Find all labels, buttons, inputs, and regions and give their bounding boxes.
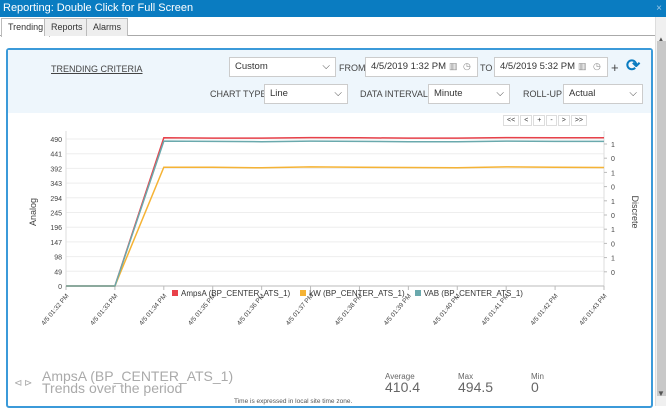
summary-title: AmpsA (BP_CENTER_ATS_1) — [42, 368, 234, 384]
summary-subtitle: Trends over the period — [42, 380, 183, 396]
average-value: 410.4 — [385, 379, 421, 395]
zoom-out-button[interactable]: - — [546, 115, 557, 126]
trending-criteria-title: TRENDING CRITERIA — [51, 64, 143, 74]
legend-swatch — [300, 290, 307, 296]
from-input[interactable]: 4/5/2019 1:32 PM — [365, 57, 478, 77]
next-series-icon[interactable]: ⊳ — [24, 378, 33, 389]
trending-panel: TRENDING CRITERIA Custom ⌵ FROM 4/5/2019 … — [6, 48, 653, 408]
scroll-thumb[interactable] — [657, 41, 666, 396]
trending-criteria: TRENDING CRITERIA Custom ⌵ FROM 4/5/2019 … — [8, 50, 651, 113]
clock-icon[interactable]: ◷ — [593, 61, 601, 71]
legend-swatch — [414, 290, 421, 296]
chart-navigation: << < + - > >> — [503, 115, 587, 126]
roll-up-select[interactable]: Actual ⌵ — [563, 84, 643, 104]
legend-item[interactable]: VAB (BP_CENTER_ATS_1) — [414, 289, 523, 298]
legend-label: VAB (BP_CENTER_ATS_1) — [423, 289, 523, 298]
chart-legend: AmpsA (BP_CENTER_ATS_1) kW (BP_CENTER_AT… — [172, 289, 523, 298]
from-value: 4/5/2019 1:32 PM — [371, 61, 446, 72]
tab-reports[interactable]: Reports — [44, 18, 90, 36]
legend-swatch — [172, 290, 178, 296]
data-interval-label: DATA INTERVAL — [360, 89, 428, 99]
first-button[interactable]: << — [503, 115, 520, 126]
close-icon[interactable]: × — [656, 3, 662, 14]
clock-icon[interactable]: ◷ — [463, 61, 471, 71]
next-button[interactable]: > — [557, 115, 570, 126]
chevron-down-icon: ⌵ — [496, 88, 504, 99]
to-value: 4/5/2019 5:32 PM — [500, 61, 575, 72]
add-button[interactable]: + — [611, 60, 619, 75]
to-input[interactable]: 4/5/2019 5:32 PM — [494, 57, 608, 77]
chevron-down-icon: ⌵ — [629, 88, 637, 99]
to-label: TO — [480, 63, 493, 73]
scroll-up-icon[interactable]: ▲ — [657, 35, 665, 44]
from-label: FROM — [339, 63, 366, 73]
zoom-in-button[interactable]: + — [533, 115, 546, 126]
timezone-note: Time is expressed in local site time zon… — [234, 398, 353, 405]
calendar-icon[interactable]: ▥ — [578, 61, 587, 71]
average-stat: Average 410.4 — [385, 372, 421, 395]
tab-bar: Trending Reports Alarms — [0, 17, 655, 37]
range-select[interactable]: Custom ⌵ — [229, 57, 336, 77]
max-label: Max — [458, 372, 474, 381]
min-label: Min — [531, 372, 544, 381]
data-interval-value: Minute — [434, 88, 463, 99]
max-value: 494.5 — [458, 379, 494, 395]
legend-item[interactable]: kW (BP_CENTER_ATS_1) — [300, 289, 405, 298]
roll-up-label: ROLL-UP — [523, 89, 563, 99]
tab-alarms[interactable]: Alarms — [86, 18, 129, 36]
previous-button[interactable]: < — [520, 115, 533, 126]
chart-type-select[interactable]: Line ⌵ — [264, 84, 348, 104]
legend-label: AmpsA (BP_CENTER_ATS_1) — [181, 289, 291, 298]
average-label: Average — [385, 372, 415, 381]
tab-trending[interactable]: Trending — [1, 18, 51, 37]
chart-type-label: CHART TYPE — [210, 89, 267, 99]
vertical-scrollbar[interactable]: ▲ ▼ — [655, 17, 666, 406]
previous-series-icon[interactable]: ⊲ — [14, 378, 23, 389]
max-stat: Max 494.5 — [458, 372, 494, 395]
chart-type-value: Line — [270, 88, 288, 99]
chevron-down-icon: ⌵ — [322, 61, 330, 72]
min-stat: Min 0 — [531, 372, 544, 395]
window-title: Reporting: Double Click for Full Screen — [3, 2, 194, 14]
legend-label: kW (BP_CENTER_ATS_1) — [309, 289, 405, 298]
data-interval-select[interactable]: Minute ⌵ — [428, 84, 510, 104]
roll-up-value: Actual — [569, 88, 596, 99]
scroll-down-icon[interactable]: ▼ — [657, 389, 665, 398]
legend-item[interactable]: AmpsA (BP_CENTER_ATS_1) — [172, 289, 290, 298]
window-title-bar[interactable]: Reporting: Double Click for Full Screen × — [0, 0, 666, 17]
refresh-icon[interactable]: ⟳ — [626, 56, 641, 75]
last-button[interactable]: >> — [570, 115, 587, 126]
chevron-down-icon: ⌵ — [334, 88, 342, 99]
min-value: 0 — [531, 379, 539, 395]
range-value: Custom — [235, 61, 268, 72]
calendar-icon[interactable]: ▥ — [449, 61, 458, 71]
